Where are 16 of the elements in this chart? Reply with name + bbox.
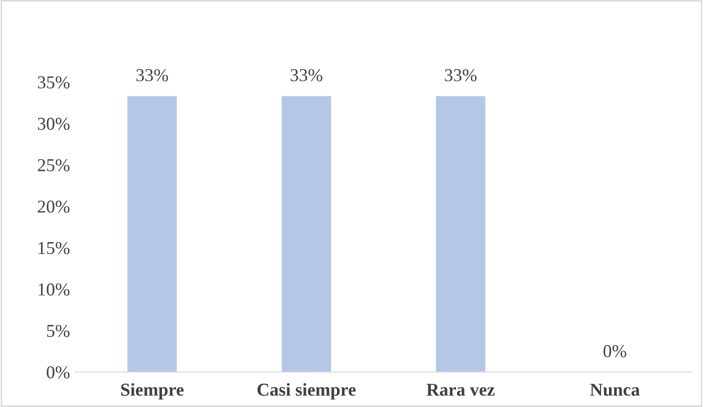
y-tick-label: 35% (38, 76, 70, 88)
y-tick-label: 25% (38, 159, 70, 172)
data-label: 0% (604, 345, 626, 358)
x-tick-label: Nunca (590, 384, 640, 396)
data-label: 33% (444, 69, 477, 82)
y-tick-label: 5% (47, 324, 70, 338)
y-tick-label: 15% (38, 242, 70, 254)
x-tick-label: Rara vez (426, 384, 495, 396)
x-tick-label: Siempre (121, 383, 184, 400)
y-tick-label: 0% (46, 366, 70, 378)
data-label: 33% (136, 69, 168, 82)
y-tick-label: 10% (38, 283, 70, 296)
y-tick-label: 30% (38, 118, 70, 130)
data-label: 33% (290, 69, 322, 82)
x-tick-label: Casi siempre (258, 383, 356, 400)
y-tick-label: 20% (38, 200, 70, 213)
